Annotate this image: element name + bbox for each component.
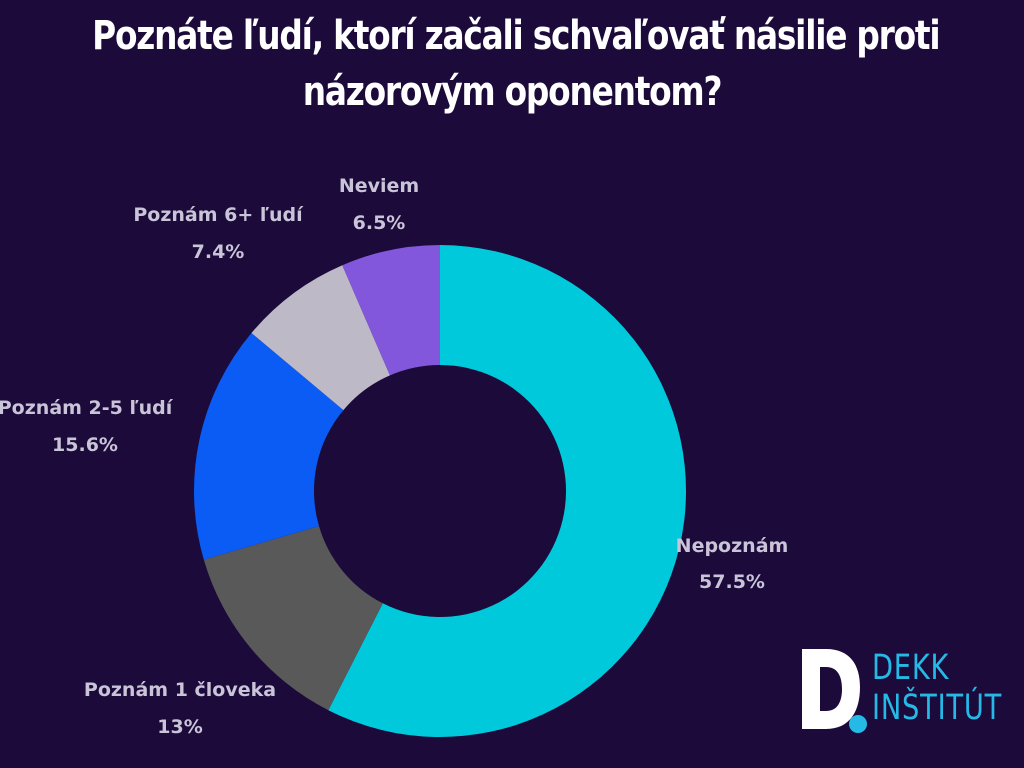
- dekk-logo-icon: [800, 645, 870, 741]
- slice-poznam-6-ludi: [251, 265, 390, 411]
- slice-poznam-1-cloveka: [203, 526, 383, 711]
- slice-nepoznam: [328, 245, 686, 738]
- slice-label-poznam-2-5-ludi: Poznám 2-5 ľudí: [0, 397, 174, 419]
- slice-value-neviem: 6.5%: [353, 212, 406, 234]
- slice-value-poznam-1-cloveka: 13%: [157, 716, 202, 738]
- logo-line-1: DEKK: [872, 648, 950, 688]
- slice-poznam-2-5-ludi: [193, 333, 344, 560]
- slice-label-neviem: Neviem: [339, 175, 419, 197]
- chart-title-line-1: Poznáte ľudí, ktorí začali schvaľovať ná…: [92, 13, 940, 59]
- logo-line-2: INŠTITÚT: [872, 688, 1003, 728]
- slice-neviem: [342, 245, 440, 376]
- logo-wordmark: DEKK INŠTITÚT: [872, 648, 1002, 728]
- donut-slices: [193, 245, 686, 738]
- slice-value-poznam-6-ludi: 7.4%: [192, 241, 245, 263]
- slice-value-nepoznam: 57.5%: [699, 571, 765, 593]
- chart-title-line-2: názorovým oponentom?: [302, 69, 723, 115]
- slice-label-poznam-1-cloveka: Poznám 1 človeka: [84, 679, 276, 701]
- chart-title: Poznáte ľudí, ktorí začali schvaľovať ná…: [92, 8, 940, 120]
- slice-label-nepoznam: Nepoznám: [676, 535, 789, 557]
- slice-labels: Nepoznám 57.5% Poznám 1 človeka 13% Poznám 2…: [0, 175, 788, 738]
- slice-value-poznam-2-5-ludi: 15.6%: [52, 434, 118, 456]
- slice-label-poznam-6-ludi: Poznám 6+ ľudí: [133, 204, 304, 226]
